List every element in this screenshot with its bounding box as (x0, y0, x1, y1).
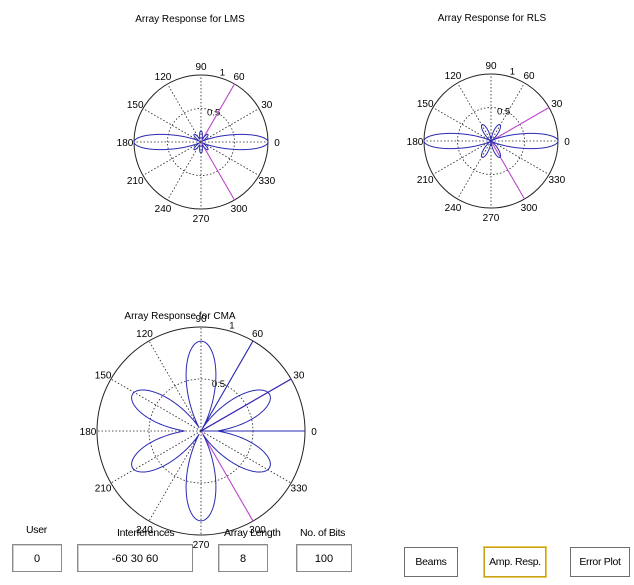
polar-plot-1: Array Response for LMS 0 30 60 90 120 150 180 21… (117, 14, 281, 225)
angle-label: 210 (95, 484, 112, 495)
response-pattern (423, 124, 559, 158)
angle-label: 0 (311, 427, 317, 438)
grid-spoke (457, 82, 492, 142)
radial-tick-label: 0.5 (212, 379, 225, 390)
angle-label: 60 (252, 329, 264, 340)
bits-field[interactable]: 100 (296, 544, 352, 572)
bits-label: No. of Bits (300, 527, 346, 539)
angle-label: 60 (233, 72, 245, 83)
angle-label: 120 (445, 71, 462, 82)
response-pattern (133, 130, 269, 154)
user-field[interactable]: 0 (12, 544, 62, 572)
angle-label: 60 (523, 71, 535, 82)
grid-spoke (142, 141, 202, 176)
radial-tick-label: 0.5 (207, 108, 220, 119)
radial-tick-label: 1 (229, 321, 234, 332)
angle-label: 120 (155, 72, 172, 83)
angle-label: 90 (485, 61, 497, 72)
array-length-label: Array Length (224, 527, 281, 539)
angle-label: 30 (551, 99, 563, 110)
angle-label: 330 (258, 176, 275, 187)
angle-label: 300 (231, 204, 248, 215)
polar-plot-2: Array Response for RLS 0 30 60 90 120 150 180 21… (407, 13, 571, 224)
angle-label: 270 (193, 214, 210, 225)
grid-spoke (432, 140, 492, 175)
angle-label: 210 (417, 175, 434, 186)
angle-label: 0 (564, 137, 570, 148)
radial-tick-label: 1 (220, 67, 225, 78)
inner-ring (457, 107, 525, 175)
angle-label: 300 (249, 525, 266, 536)
angle-label: 180 (407, 137, 424, 148)
angle-label: 120 (136, 329, 153, 340)
interferences-field[interactable]: -60 30 60 (77, 544, 193, 572)
angle-label: 330 (291, 484, 308, 495)
grid-spoke (200, 108, 260, 143)
angle-label: 30 (261, 100, 273, 111)
angle-label: 240 (445, 203, 462, 214)
beam-line (200, 340, 254, 432)
interference-line (200, 430, 254, 522)
angle-label: 150 (417, 99, 434, 110)
grid-spoke (490, 82, 525, 142)
grid-spoke (457, 140, 492, 200)
angle-label: 180 (117, 138, 134, 149)
radial-tick-label: 1 (510, 66, 515, 77)
amp-resp-button[interactable]: Amp. Resp. (483, 546, 547, 578)
grid-spoke (200, 430, 292, 484)
interference-line (490, 107, 550, 142)
radial-tick-label: 0.5 (497, 107, 510, 118)
grid-spoke (110, 430, 202, 484)
grid-spoke (167, 83, 202, 143)
grid-spoke (490, 140, 550, 175)
grid-spoke (142, 108, 202, 143)
plot-title: Array Response for RLS (438, 13, 547, 24)
interference-line (200, 83, 235, 143)
angle-label: 90 (195, 314, 207, 325)
grid-spoke (167, 141, 202, 201)
interferences-label: Interferences (117, 527, 175, 539)
interference-line (200, 141, 235, 201)
array-length-field[interactable]: 8 (218, 544, 268, 572)
plot-title: Array Response for LMS (135, 14, 245, 25)
angle-label: 330 (548, 175, 565, 186)
angle-label: 90 (195, 62, 207, 73)
response-pattern (131, 340, 271, 522)
angle-label: 270 (483, 213, 500, 224)
user-label: User (26, 524, 47, 536)
angle-label: 240 (136, 525, 153, 536)
plot-title: Array Response for CMA (124, 311, 235, 322)
error-plot-button[interactable]: Error Plot (570, 547, 630, 577)
inner-ring (167, 108, 235, 176)
angle-label: 240 (155, 204, 172, 215)
angle-label: 150 (95, 371, 112, 382)
beams-button[interactable]: Beams (404, 547, 458, 577)
interference-line (490, 140, 525, 200)
angle-label: 150 (127, 100, 144, 111)
angle-label: 0 (274, 138, 280, 149)
angle-label: 180 (80, 427, 97, 438)
angle-label: 210 (127, 176, 144, 187)
grid-spoke (432, 107, 492, 142)
angle-label: 30 (293, 371, 305, 382)
angle-label: 300 (521, 203, 538, 214)
beam-line (200, 378, 292, 432)
grid-spoke (200, 141, 260, 176)
polar-plot-3: Array Response for CMA 0 30 60 90 120 150 180 21… (80, 311, 318, 551)
angle-label: 270 (193, 540, 210, 551)
